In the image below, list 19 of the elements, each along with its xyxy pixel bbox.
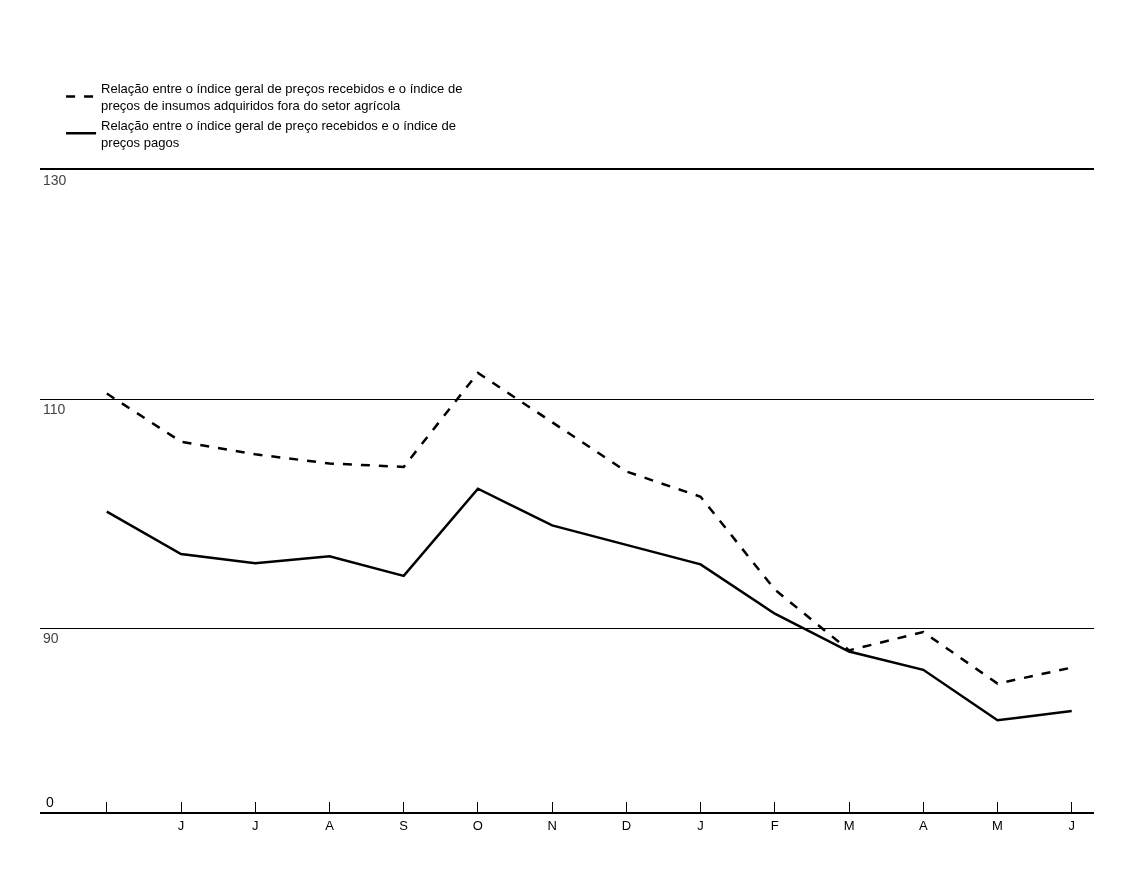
legend-label: Relação entre o índice geral de preços recebidos e o índice de preços de insumos adquiridos fora do setor agrícola [101,81,463,114]
x-tick-label: S [399,817,409,833]
x-tick-label: O [472,817,483,833]
annotation: 0 [46,794,54,810]
x-tick-label: M [843,817,855,833]
x-tick-label: J [177,817,185,833]
legend-label: Relação entre o índice geral de preço recebidos e o índice de preços pagos [101,117,456,150]
y-tick-label: 110 [43,400,66,417]
x-tick-label: F [770,817,779,833]
x-tick-label: N [547,817,557,833]
y-tick-label: 90 [43,630,59,647]
x-tick-label: J [252,817,259,833]
x-tick-label: J [697,817,704,833]
y-tick-label: 130 [43,171,67,188]
x-tick-label: J [1068,817,1075,833]
x-tick-label: A [325,817,335,833]
x-tick-label: A [918,817,928,833]
x-tick-label: M [992,817,1003,833]
x-tick-label: D [621,817,632,833]
